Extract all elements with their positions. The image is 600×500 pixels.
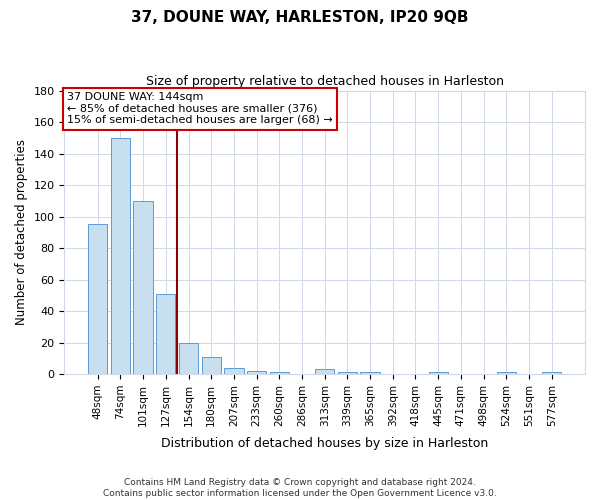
Bar	[338, 372, 357, 374]
Text: Contains HM Land Registry data © Crown copyright and database right 2024.
Contai: Contains HM Land Registry data © Crown c…	[103, 478, 497, 498]
Bar	[542, 372, 562, 374]
Text: 37 DOUNE WAY: 144sqm
← 85% of detached houses are smaller (376)
15% of semi-deta: 37 DOUNE WAY: 144sqm ← 85% of detached h…	[67, 92, 333, 125]
Title: Size of property relative to detached houses in Harleston: Size of property relative to detached ho…	[146, 75, 504, 88]
Bar	[202, 356, 221, 374]
Text: 37, DOUNE WAY, HARLESTON, IP20 9QB: 37, DOUNE WAY, HARLESTON, IP20 9QB	[131, 10, 469, 25]
X-axis label: Distribution of detached houses by size in Harleston: Distribution of detached houses by size …	[161, 437, 488, 450]
Bar	[224, 368, 244, 374]
Bar	[156, 294, 175, 374]
Bar	[428, 372, 448, 374]
Bar	[269, 372, 289, 374]
Bar	[247, 371, 266, 374]
Bar	[497, 372, 516, 374]
Y-axis label: Number of detached properties: Number of detached properties	[15, 140, 28, 326]
Bar	[315, 370, 334, 374]
Bar	[179, 342, 198, 374]
Bar	[361, 372, 380, 374]
Bar	[88, 224, 107, 374]
Bar	[111, 138, 130, 374]
Bar	[133, 201, 153, 374]
